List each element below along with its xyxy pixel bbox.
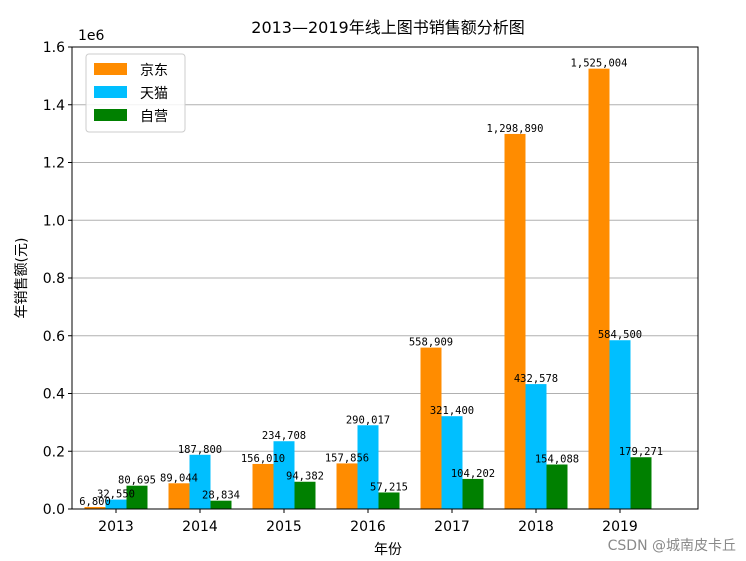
y-tick-label: 0.2 — [43, 444, 65, 460]
bar-自营 — [294, 481, 316, 509]
y-axis-title: 年销售额(元) — [14, 238, 30, 319]
bar-天猫 — [441, 416, 463, 509]
data-label: 290,017 — [346, 414, 390, 426]
chart-title: 2013—2019年线上图书销售额分析图 — [251, 18, 524, 37]
bar-天猫 — [105, 499, 127, 509]
data-label: 6,800 — [79, 496, 111, 508]
data-label: 32,550 — [97, 489, 135, 501]
x-axis-title: 年份 — [374, 542, 402, 558]
data-label: 558,909 — [409, 337, 453, 349]
y-scale-label: 1e6 — [78, 28, 105, 44]
bar-天猫 — [189, 454, 211, 509]
data-label: 179,271 — [619, 446, 663, 458]
x-tick-label: 2014 — [182, 519, 218, 535]
x-tick-label: 2015 — [266, 519, 302, 535]
x-tick-label: 2016 — [350, 519, 386, 535]
y-tick-label: 0.8 — [43, 271, 65, 287]
data-label: 94,382 — [286, 471, 324, 483]
bar-天猫 — [525, 384, 547, 509]
data-label: 154,088 — [535, 454, 579, 466]
watermark: CSDN @城南皮卡丘 — [607, 538, 736, 554]
legend-label: 京东 — [140, 63, 168, 79]
y-tick-label: 1.0 — [43, 213, 65, 229]
bar-天猫 — [357, 425, 379, 509]
bar-京东 — [252, 463, 274, 509]
data-label: 104,202 — [451, 468, 495, 480]
bar-京东 — [84, 507, 106, 509]
bar-自营 — [462, 478, 484, 509]
legend-swatch — [94, 63, 127, 75]
bar-京东 — [588, 68, 610, 510]
data-label: 89,044 — [160, 472, 198, 484]
x-tick-label: 2017 — [434, 519, 470, 535]
data-label: 80,695 — [118, 475, 156, 487]
bar-自营 — [210, 500, 232, 509]
data-label: 432,578 — [514, 373, 558, 385]
bar-自营 — [630, 457, 652, 509]
bars — [84, 68, 652, 510]
legend-label: 自营 — [140, 109, 168, 125]
bar-天猫 — [273, 441, 295, 509]
x-tick-label: 2018 — [518, 519, 554, 535]
x-tick-label: 2013 — [98, 519, 134, 535]
y-tick-label: 0.0 — [43, 502, 65, 518]
data-label: 187,800 — [178, 444, 222, 456]
y-axis: 0.0 0.2 0.4 0.6 0.8 1.0 1.2 1.4 1.6 — [43, 40, 72, 518]
bar-京东 — [420, 347, 442, 509]
x-tick-label: 2019 — [602, 519, 638, 535]
bar-京东 — [336, 463, 358, 509]
bar-天猫 — [609, 340, 631, 509]
y-tick-label: 0.4 — [43, 387, 65, 403]
data-label: 28,834 — [202, 490, 240, 502]
data-label: 321,400 — [430, 405, 474, 417]
bar-京东 — [168, 483, 190, 509]
data-label: 584,500 — [598, 329, 642, 341]
y-tick-label: 0.6 — [43, 329, 65, 345]
bar-自营 — [378, 492, 400, 509]
y-tick-label: 1.2 — [43, 156, 65, 172]
data-label: 1,525,004 — [571, 58, 628, 70]
y-tick-label: 1.4 — [43, 98, 65, 114]
bar-自营 — [126, 485, 148, 509]
legend-swatch — [94, 86, 127, 98]
legend-swatch — [94, 109, 127, 121]
y-tick-label: 1.6 — [43, 40, 65, 56]
data-label: 157,856 — [325, 452, 369, 464]
data-label: 156,010 — [241, 453, 285, 465]
bar-自营 — [546, 464, 568, 509]
data-label: 1,298,890 — [487, 123, 544, 135]
legend-label: 天猫 — [140, 86, 168, 102]
data-label: 57,215 — [370, 481, 408, 493]
data-label: 234,708 — [262, 430, 306, 442]
bar-京东 — [504, 133, 526, 510]
x-axis: 2013 2014 2015 2016 2017 2018 2019 — [98, 509, 638, 535]
